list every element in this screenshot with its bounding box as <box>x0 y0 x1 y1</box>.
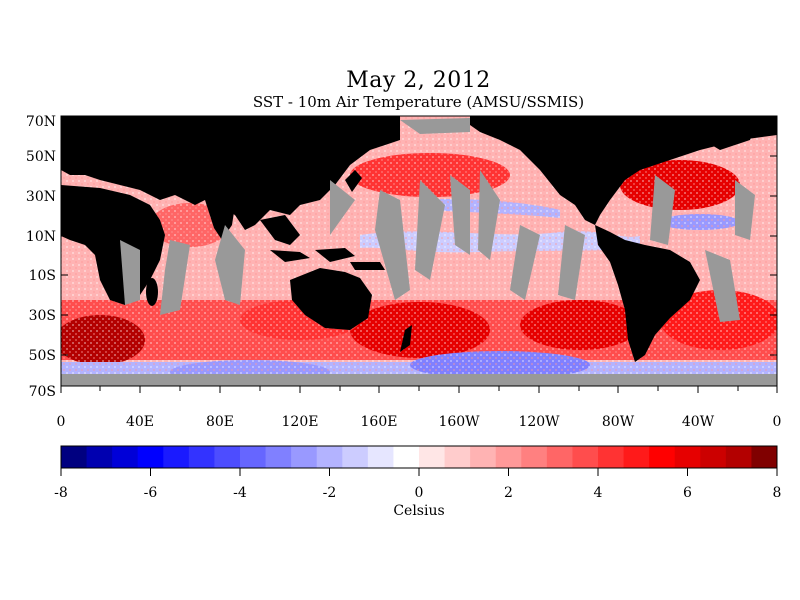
land-south-america <box>595 225 700 362</box>
colorbar-swatch <box>419 446 446 468</box>
lat-label-50s: 50S <box>29 348 56 364</box>
lat-label-70s: 70S <box>29 384 56 400</box>
colorbar-tick-6: 6 <box>683 485 692 501</box>
colorbar-swatch <box>86 446 113 468</box>
lon-label-40w: 40W <box>682 414 715 430</box>
colorbar <box>61 446 778 468</box>
lat-label-70n: 70N <box>26 114 56 130</box>
colorbar-axis: -8 -6 -4 -2 0 2 4 6 8 Celsius <box>54 468 781 519</box>
lat-label-50n: 50N <box>26 149 56 165</box>
colorbar-tick-2: 2 <box>504 485 513 501</box>
colorbar-swatch <box>393 446 420 468</box>
land-new-zealand <box>400 325 412 352</box>
colorbar-swatch <box>188 446 215 468</box>
missing-swath-8 <box>120 240 140 305</box>
lon-label-80e: 80E <box>206 414 234 430</box>
lon-label-80w: 80W <box>602 414 635 430</box>
land-north-america <box>470 116 777 225</box>
land-se-asia <box>260 215 300 245</box>
colorbar-swatch <box>700 446 727 468</box>
colorbar-swatch <box>725 446 752 468</box>
colorbar-swatch <box>444 446 471 468</box>
colorbar-swatch <box>470 446 497 468</box>
colorbar-swatch <box>112 446 139 468</box>
colorbar-swatch <box>240 446 267 468</box>
colorbar-tick-m2: -2 <box>323 485 337 501</box>
missing-ice-edge <box>61 374 777 386</box>
colorbar-swatch <box>546 446 573 468</box>
colorbar-swatch <box>265 446 292 468</box>
colorbar-swatch <box>572 446 599 468</box>
colorbar-tick-4: 4 <box>594 485 603 501</box>
colorbar-swatch <box>623 446 650 468</box>
map-subtitle: SST - 10m Air Temperature (AMSU/SSMIS) <box>252 93 585 111</box>
land-madagascar <box>146 278 158 306</box>
colorbar-tick-m8: -8 <box>54 485 68 501</box>
missing-data <box>61 118 777 386</box>
colorbar-tick-0: 0 <box>415 485 424 501</box>
map-title: May 2, 2012 <box>346 68 491 93</box>
land-sumatra <box>270 250 310 262</box>
missing-swath-10 <box>558 225 585 300</box>
colorbar-swatch <box>163 446 190 468</box>
colorbar-swatch <box>214 446 241 468</box>
missing-swath-3 <box>415 180 445 280</box>
lat-axis: 70N 50N 30N 10N 10S 30S 50S 70S <box>26 114 777 400</box>
missing-swath-11 <box>650 175 675 245</box>
colorbar-label: Celsius <box>393 503 444 519</box>
missing-swath-1 <box>330 180 355 235</box>
colorbar-swatch <box>751 446 778 468</box>
colorbar-swatch <box>495 446 522 468</box>
land-eurasia <box>61 116 400 230</box>
lat-label-30s: 30S <box>29 308 56 324</box>
colorbar-swatch <box>674 446 701 468</box>
missing-swath-6 <box>215 225 245 305</box>
lon-label-120w: 120W <box>518 414 560 430</box>
lon-label-0-east: 0 <box>773 414 782 430</box>
lon-label-120e: 120E <box>282 414 319 430</box>
land-australia <box>290 268 372 330</box>
colorbar-swatch <box>367 446 394 468</box>
lat-label-30n: 30N <box>26 189 56 205</box>
lon-label-160e: 160E <box>361 414 398 430</box>
colorbar-swatch <box>342 446 369 468</box>
colorbar-swatch <box>316 446 343 468</box>
colorbar-tick-m4: -4 <box>233 485 247 501</box>
sst-field <box>61 116 777 386</box>
colorbar-swatch <box>598 446 625 468</box>
missing-arctic-1 <box>400 118 470 134</box>
lon-label-160w: 160W <box>438 414 480 430</box>
missing-swath-5 <box>478 170 500 260</box>
colorbar-swatch <box>291 446 318 468</box>
missing-swath-12 <box>735 180 755 240</box>
colorbar-swatch <box>649 446 676 468</box>
lat-label-10s: 10S <box>29 268 56 284</box>
land-borneo <box>315 248 355 262</box>
missing-swath-4 <box>450 175 470 255</box>
lon-label-40e: 40E <box>126 414 154 430</box>
colorbar-swatch <box>137 446 164 468</box>
lat-label-10n: 10N <box>26 229 56 245</box>
colorbar-swatch <box>521 446 548 468</box>
missing-swath-7 <box>160 240 190 315</box>
missing-swath-13 <box>705 250 740 322</box>
land-japan <box>345 170 362 192</box>
colorbar-swatch <box>61 446 88 468</box>
missing-swath-9 <box>510 225 540 300</box>
colorbar-tick-8: 8 <box>773 485 782 501</box>
colorbar-tick-m6: -6 <box>144 485 158 501</box>
land-greenland <box>690 116 760 150</box>
land-new-guinea <box>350 262 385 270</box>
lon-label-0: 0 <box>57 414 66 430</box>
missing-swath-2 <box>375 190 410 300</box>
lon-axis: 0 40E 80E 120E 160E 160W 120W 80W 40W 0 <box>57 386 782 430</box>
